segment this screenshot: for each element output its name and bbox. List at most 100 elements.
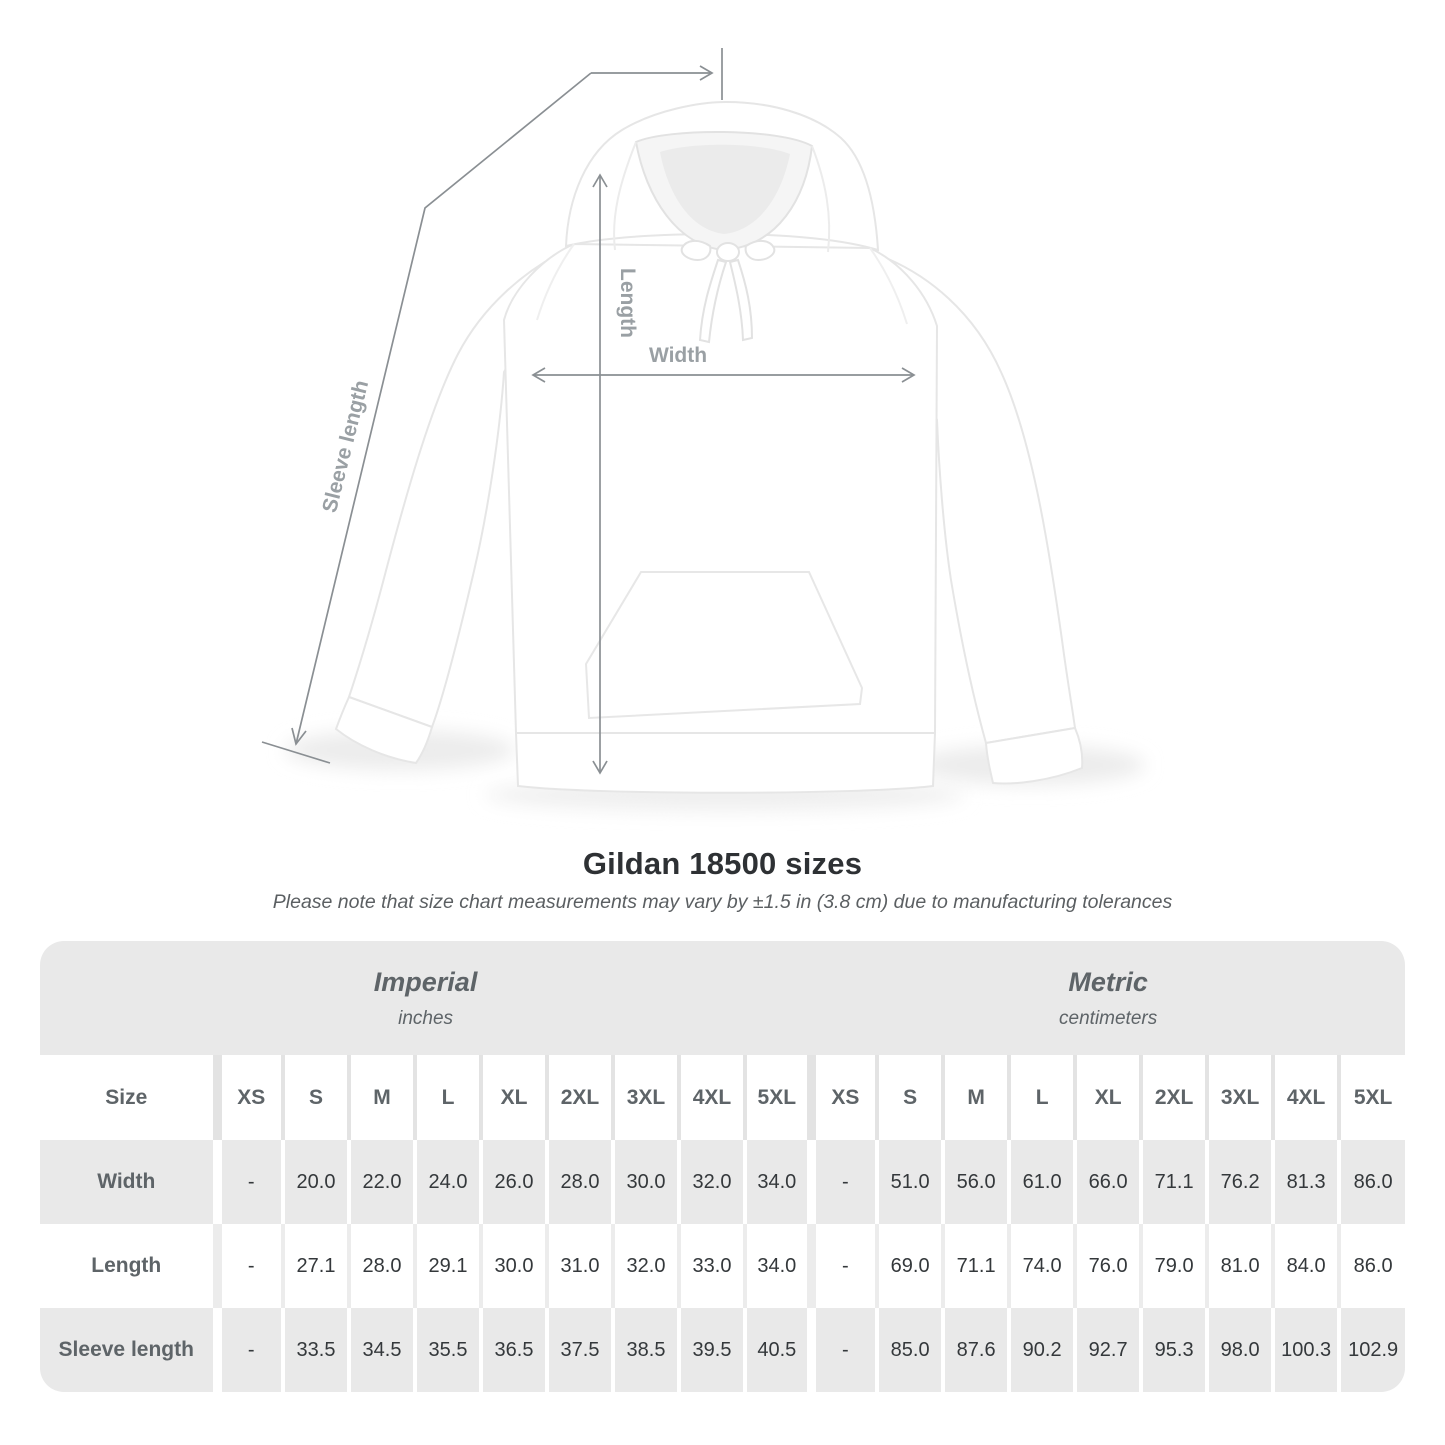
arrow-left-icon [531,367,546,383]
size-header-cell: 4XL [1271,1055,1340,1140]
size-header-cell: S [875,1055,944,1140]
cell: 36.5 [479,1308,547,1392]
size-header-row: Size XS S M L XL 2XL 3XL 4XL 5XL XS S M … [40,1055,1405,1140]
cell: 87.6 [941,1308,1010,1392]
size-header-cell: 3XL [611,1055,679,1140]
cell: 86.0 [1337,1140,1405,1224]
cell: 27.1 [281,1224,349,1308]
imperial-unit: inches [398,1007,454,1029]
imperial-group-header: Imperial inches [40,941,812,1055]
cell: 38.5 [611,1308,679,1392]
row-label: Width [40,1140,217,1224]
page-subtitle: Please note that size chart measurements… [272,891,1173,913]
width-label: Width [649,344,707,367]
size-header-cell: S [281,1055,349,1140]
cell: 81.0 [1205,1224,1274,1308]
cell: 85.0 [875,1308,944,1392]
cell: 29.1 [413,1224,481,1308]
cell: 102.9 [1337,1308,1405,1392]
table-row-length: Length - 27.1 28.0 29.1 30.0 31.0 32.0 3… [40,1224,1405,1308]
imperial-label: Imperial [373,966,478,997]
cell: 98.0 [1205,1308,1274,1392]
page-title: Gildan 18500 sizes [582,846,863,881]
cell: 51.0 [875,1140,944,1224]
cell: 28.0 [545,1140,613,1224]
size-header-cell: L [1007,1055,1076,1140]
metric-unit: centimeters [1059,1007,1158,1029]
cell: 76.0 [1073,1224,1142,1308]
size-header-cell: 2XL [545,1055,613,1140]
cell: 79.0 [1139,1224,1208,1308]
size-header-cell: 2XL [1139,1055,1208,1140]
cuff-tick [261,741,331,764]
cell: 28.0 [347,1224,415,1308]
cell: 37.5 [545,1308,613,1392]
metric-group-header: Metric centimeters [811,941,1405,1055]
cell: 20.0 [281,1140,349,1224]
cell: 71.1 [941,1224,1010,1308]
hoodie-measurement-diagram: Sleeve length Length Width [261,48,1145,811]
size-column-header: Size [40,1055,217,1140]
cell: 71.1 [1139,1140,1208,1224]
arrow-right-icon [901,367,916,383]
cell: 24.0 [413,1140,481,1224]
cell: 66.0 [1073,1140,1142,1224]
size-header-cell: L [413,1055,481,1140]
table-row-width: Width - 20.0 22.0 24.0 26.0 28.0 30.0 32… [40,1140,1405,1224]
cell: 34.0 [742,1224,812,1308]
hood-drawstrings [680,240,776,344]
size-header-cell: 5XL [1337,1055,1405,1140]
size-header-cell: 4XL [677,1055,745,1140]
arrow-up-icon [592,173,608,188]
cell: 76.2 [1205,1140,1274,1224]
cell: - [806,1140,878,1224]
cell: 39.5 [677,1308,745,1392]
cell: 61.0 [1007,1140,1076,1224]
size-header-cell: 5XL [742,1055,812,1140]
cell: 69.0 [875,1224,944,1308]
cell: 33.0 [677,1224,745,1308]
size-table-container: Imperial inches Metric centimeters Size … [40,941,1405,1392]
size-header-cell: M [347,1055,415,1140]
size-header-cell: XS [806,1055,878,1140]
cell: - [212,1308,283,1392]
row-label: Length [40,1224,217,1308]
cell: - [212,1224,283,1308]
cell: 31.0 [545,1224,613,1308]
cell: 56.0 [941,1140,1010,1224]
cell: 40.5 [742,1308,812,1392]
cell: 30.0 [479,1224,547,1308]
size-header-cell: 3XL [1205,1055,1274,1140]
hoodie-image [334,100,1084,794]
cell: - [212,1140,283,1224]
size-header-cell: M [941,1055,1010,1140]
arrow-right-icon [699,65,714,81]
size-header-cell: XS [212,1055,283,1140]
cell: 32.0 [677,1140,745,1224]
unit-group-header-row: Imperial inches Metric centimeters [40,941,1405,1055]
cell: - [806,1224,878,1308]
cell: 95.3 [1139,1308,1208,1392]
arrow-down-left-icon [291,727,307,746]
cell: - [806,1308,878,1392]
cell: 32.0 [611,1224,679,1308]
cell: 100.3 [1271,1308,1340,1392]
cell: 92.7 [1073,1308,1142,1392]
cell: 30.0 [611,1140,679,1224]
cell: 35.5 [413,1308,481,1392]
cell: 86.0 [1337,1224,1405,1308]
table-row-sleeve-length: Sleeve length - 33.5 34.5 35.5 36.5 37.5… [40,1308,1405,1392]
length-label: Length [616,268,639,338]
cell: 74.0 [1007,1224,1076,1308]
sleeve-length-label: Sleeve length [318,378,373,515]
metric-label: Metric [1068,966,1148,997]
size-header-cell: XL [1073,1055,1142,1140]
cell: 84.0 [1271,1224,1340,1308]
arrow-down-icon [592,760,608,775]
cell: 34.5 [347,1308,415,1392]
cell: 81.3 [1271,1140,1340,1224]
cell: 34.0 [742,1140,812,1224]
row-label: Sleeve length [40,1308,217,1392]
cell: 22.0 [347,1140,415,1224]
